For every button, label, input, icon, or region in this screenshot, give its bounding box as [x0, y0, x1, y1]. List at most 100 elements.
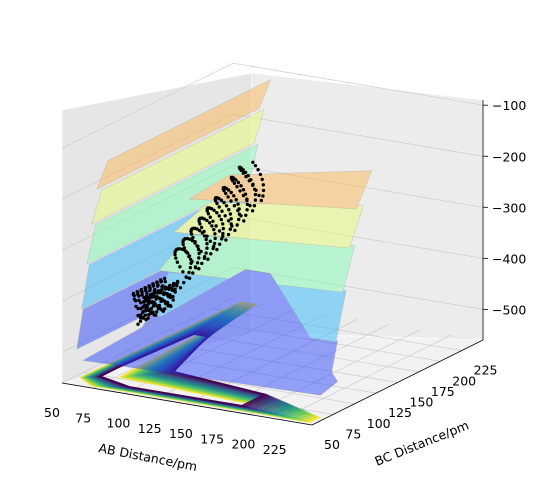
trajectory-point	[212, 227, 216, 232]
contour-line	[98, 333, 268, 407]
trajectory-point	[257, 193, 261, 198]
trajectory-point	[202, 234, 207, 238]
trajectory-point	[197, 219, 201, 223]
y-tick-label: 75	[345, 426, 361, 441]
trajectory-point	[171, 298, 175, 302]
trajectory-point	[220, 209, 224, 213]
grid-line	[61, 62, 484, 149]
trajectory-point	[161, 284, 165, 288]
trajectory-point	[214, 224, 218, 228]
trajectory-point	[222, 188, 226, 193]
trajectory-point	[226, 195, 230, 199]
trajectory-point	[219, 198, 224, 202]
trajectory-point	[175, 260, 180, 264]
trajectory-point	[242, 219, 246, 223]
trajectory-point	[169, 304, 173, 309]
trajectory-point	[166, 294, 171, 299]
trajectory-point	[253, 192, 258, 197]
y-tick-label: 150	[410, 395, 434, 410]
trajectory-point	[224, 238, 228, 242]
trajectory-point	[235, 185, 239, 189]
trajectory-point	[232, 181, 237, 185]
trajectory-point	[142, 300, 146, 304]
trajectory-point	[221, 226, 225, 231]
trajectory-point	[181, 240, 185, 244]
trajectory-point	[208, 215, 212, 219]
trajectory-point	[138, 316, 143, 320]
trajectory-point	[202, 255, 207, 259]
trajectory-point	[221, 222, 225, 226]
trajectory-point	[165, 286, 169, 290]
trajectory-point	[141, 316, 145, 320]
trajectory-point	[247, 179, 251, 183]
trajectory-point	[139, 313, 143, 317]
floor-contours	[79, 301, 322, 423]
trajectory-point	[245, 198, 249, 203]
trajectory-point	[156, 306, 160, 311]
trajectory-point	[259, 198, 263, 203]
trajectory-point	[174, 256, 178, 260]
trajectory-point	[181, 242, 185, 247]
trajectory-point	[250, 209, 255, 213]
trajectory-point	[224, 204, 229, 208]
trajectory-point	[149, 295, 153, 299]
trajectory-point	[248, 203, 252, 208]
trajectory-point	[229, 190, 233, 195]
trajectory-point	[261, 183, 265, 187]
y-tick-label: 100	[367, 416, 391, 431]
grid-line	[168, 329, 419, 373]
trajectory-point	[187, 254, 191, 259]
trajectory-point	[132, 293, 136, 298]
trajectory-point	[226, 232, 231, 237]
trajectory-point	[256, 168, 260, 172]
trajectory-point	[223, 214, 227, 218]
trajectory-point	[213, 236, 217, 241]
trajectory-point	[198, 222, 202, 226]
y-tick-label: 200	[452, 373, 476, 388]
trajectory-point	[239, 214, 243, 218]
trajectory-point	[215, 247, 219, 252]
trajectory-point	[236, 208, 240, 213]
trajectory-point	[153, 287, 157, 292]
z-tick-label: −300	[492, 200, 526, 215]
trajectory-point	[196, 244, 200, 249]
trajectory-point	[149, 311, 153, 316]
trajectory-point	[233, 228, 237, 233]
trajectory-point	[178, 286, 183, 290]
trajectory-point	[215, 201, 219, 206]
trajectory-point	[252, 204, 257, 208]
grid-line	[61, 267, 484, 353]
trajectory-point	[258, 172, 263, 177]
trajectory-point	[238, 189, 242, 193]
grid-line	[61, 164, 484, 251]
x-tick-label: 100	[107, 416, 131, 431]
trajectory-point	[171, 294, 175, 299]
trajectory-point	[149, 306, 154, 311]
trajectory-point	[147, 297, 151, 302]
trajectory-point	[143, 286, 148, 291]
trajectory-point	[200, 261, 204, 266]
trajectory-point	[219, 217, 223, 222]
trajectory-point	[190, 239, 195, 243]
trajectory-point	[217, 214, 221, 218]
trajectory-point	[189, 232, 194, 236]
trajectory-point	[245, 202, 250, 207]
trajectory-point	[230, 224, 234, 228]
x-tick-label: 125	[138, 421, 162, 436]
y-tick-label: 175	[431, 384, 455, 399]
trajectory-point	[253, 164, 258, 168]
y-tick-label: 225	[474, 363, 498, 378]
trajectory-point	[202, 229, 206, 234]
trajectory-point	[155, 310, 159, 314]
trajectory-point	[150, 292, 154, 296]
trajectory-point	[232, 204, 237, 208]
trajectory-point	[241, 193, 246, 198]
y-axis-line	[311, 339, 484, 426]
x-tick-label: 200	[232, 437, 256, 452]
axis-panes	[61, 72, 484, 426]
trajectory-point	[173, 290, 177, 294]
trajectory-point	[136, 313, 140, 318]
trajectory-point	[204, 237, 208, 242]
